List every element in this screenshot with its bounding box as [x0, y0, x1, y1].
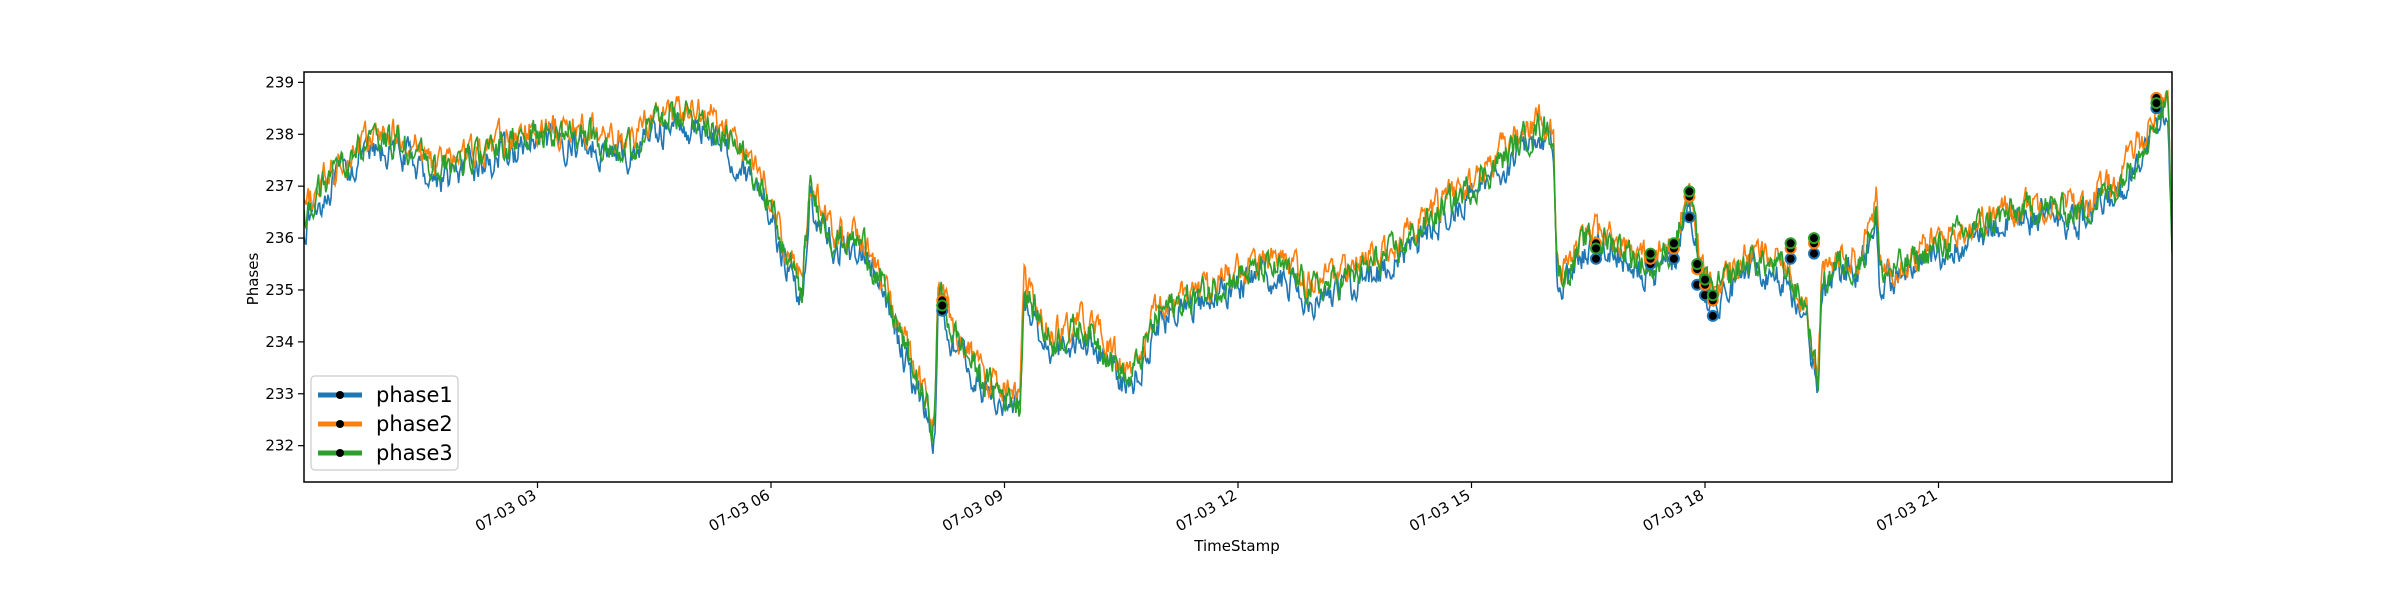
legend-label-phase3: phase3 — [376, 441, 453, 465]
y-tick-label: 234 — [265, 333, 294, 351]
y-tick-label: 235 — [265, 281, 294, 299]
marker-phase3 — [1683, 185, 1696, 198]
y-axis-label: Phases — [244, 253, 262, 306]
legend-marker-phase1 — [336, 391, 344, 399]
x-axis-label: TimeStamp — [1193, 537, 1279, 555]
marker-phase3 — [1784, 237, 1797, 250]
marker-phase3 — [1644, 247, 1657, 260]
legend-label-phase1: phase1 — [376, 383, 453, 407]
marker-phase1 — [1808, 247, 1820, 260]
marker-phase3 — [1667, 237, 1680, 250]
marker-phase1 — [1784, 252, 1797, 265]
y-tick-label: 232 — [265, 437, 294, 455]
y-tick-label: 236 — [265, 229, 294, 247]
legend-marker-phase2 — [336, 420, 344, 428]
marker-phase3 — [1706, 289, 1719, 302]
marker-phase3 — [936, 299, 949, 312]
marker-phase3 — [1691, 258, 1704, 270]
y-tick-label: 239 — [265, 73, 294, 91]
marker-phase3 — [1699, 273, 1711, 286]
plot-area — [304, 89, 2172, 454]
legend: phase1 phase2 phase3 — [310, 375, 459, 471]
marker-phase1 — [1667, 252, 1680, 265]
marker-phase3 — [1808, 232, 1820, 245]
marker-phase3 — [2150, 97, 2163, 110]
series-line-phase3 — [304, 90, 2172, 444]
legend-label-phase2: phase2 — [376, 412, 453, 436]
y-tick-label: 238 — [265, 125, 294, 143]
marker-phase1 — [1683, 211, 1696, 224]
legend-marker-phase3 — [336, 449, 344, 457]
marker-phase3 — [1590, 242, 1602, 255]
legend-frame — [310, 375, 459, 471]
marker-phase1 — [1590, 252, 1602, 265]
marker-phase1 — [1706, 309, 1719, 322]
y-tick-label: 237 — [265, 177, 294, 195]
y-tick-label: 233 — [265, 385, 294, 403]
